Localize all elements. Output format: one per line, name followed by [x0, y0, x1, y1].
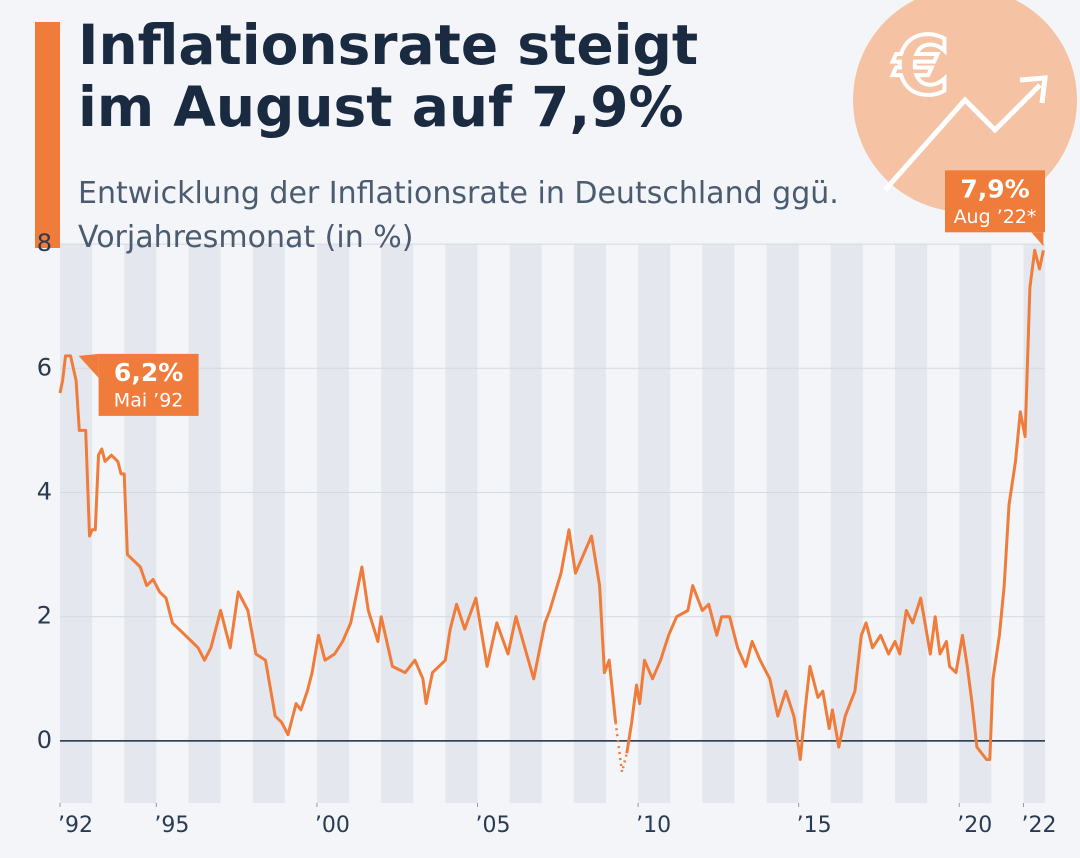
year-stripe — [124, 244, 157, 804]
x-tick-label: ’10 — [636, 813, 671, 838]
year-stripe — [445, 244, 478, 804]
year-stripe — [316, 244, 350, 804]
annotation: 7,9% Aug ’22* — [945, 170, 1045, 247]
year-stripe — [702, 244, 735, 804]
year-stripe — [959, 244, 992, 804]
svg-text:€: € — [892, 20, 950, 113]
year-stripe — [381, 244, 414, 804]
x-tick-label: ’20 — [957, 813, 992, 838]
annotation-label: 7,9% — [960, 174, 1029, 203]
y-tick-label: 2 — [37, 602, 52, 630]
year-stripe — [573, 244, 606, 804]
annotation-label: 6,2% — [114, 358, 183, 387]
annotation-pointer — [1031, 232, 1044, 247]
y-tick-label: 0 — [37, 726, 52, 754]
year-stripe — [638, 244, 671, 804]
year-stripe — [895, 244, 928, 804]
x-tick-label: ’95 — [154, 813, 189, 838]
annotation-sublabel: Mai ’92 — [114, 389, 184, 411]
data-line — [614, 722, 629, 774]
chart-subtitle: Entwicklung der Inflationsrate in Deutsc… — [78, 176, 839, 255]
x-tick-label: ’15 — [797, 813, 832, 838]
x-tick-label: ’22 — [1021, 813, 1056, 838]
annotation-box — [98, 353, 199, 416]
y-tick-label: 8 — [37, 229, 52, 257]
y-tick-label: 4 — [37, 478, 52, 506]
annotation-box — [945, 170, 1045, 233]
y-tick-label: 6 — [37, 353, 52, 381]
annotation-pointer — [78, 353, 99, 378]
year-stripe — [188, 244, 221, 804]
year-stripe — [60, 244, 93, 804]
x-tick-label: ’92 — [58, 813, 93, 838]
euro-icon: € — [853, 0, 1077, 212]
accent-bar — [35, 22, 60, 248]
year-stripe — [509, 244, 542, 804]
x-tick-label: ’00 — [315, 813, 350, 838]
annotation-sublabel: Aug ’22* — [954, 206, 1037, 228]
chart-title: Inflationsrate steigt im August auf 7,9% — [78, 13, 699, 139]
year-stripe — [830, 244, 863, 804]
year-stripe — [1023, 244, 1045, 804]
annotation: 6,2%Mai ’92 — [78, 353, 199, 416]
x-tick-label: ’05 — [476, 813, 511, 838]
data-line — [58, 248, 1045, 761]
year-stripe — [252, 244, 285, 804]
